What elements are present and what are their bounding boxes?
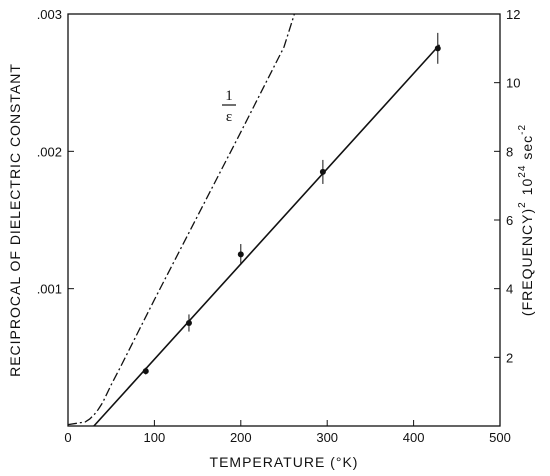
- data-point: [434, 45, 441, 52]
- y-right-tick-label: 10: [506, 76, 520, 91]
- y-right-tick-label: 6: [506, 213, 513, 228]
- x-tick-label: 100: [144, 430, 166, 445]
- x-tick-label: 300: [316, 430, 338, 445]
- y-right-tick-label: 4: [506, 282, 513, 297]
- svg-text:(FREQUENCY)21024sec-2: (FREQUENCY)2 1024 sec-2: [517, 124, 535, 316]
- x-tick-label: 500: [489, 430, 511, 445]
- y-right-title-sec-exp: -2: [517, 124, 528, 135]
- data-point: [185, 320, 192, 326]
- y-right-title-main: (FREQUENCY): [519, 208, 535, 316]
- y-right-tick-label: 8: [506, 144, 513, 159]
- y-left-tick-label: .003: [37, 7, 62, 22]
- y-right-title-unit-exp: 24: [517, 165, 528, 178]
- annotation-numerator: 1: [225, 88, 233, 104]
- frequency-squared-fit-line: [93, 44, 441, 427]
- y-right-tick-label: 12: [506, 7, 520, 22]
- data-point: [142, 368, 149, 375]
- y-right-title-sup: 2: [517, 201, 528, 208]
- plot-frame: [67, 13, 501, 427]
- curve-annotation: 1 ε: [222, 88, 236, 125]
- x-tick-label: 0: [64, 430, 71, 445]
- reciprocal-dielectric-curve: [67, 13, 296, 426]
- data-point: [319, 168, 326, 175]
- y-left-tick-label: .002: [37, 144, 62, 159]
- x-tick-label: 200: [230, 430, 252, 445]
- annotation-denominator: ε: [226, 109, 232, 125]
- y-left-axis-title: RECIPROCAL OF DIELECTRIC CONSTANT: [7, 63, 23, 377]
- data-point: [237, 251, 244, 258]
- x-tick-label: 400: [403, 430, 425, 445]
- y-right-axis-title: (FREQUENCY)2 1024 sec-2: [517, 124, 535, 316]
- y-right-tick-label: 2: [506, 350, 513, 365]
- y-left-tick-label: .001: [37, 282, 62, 297]
- y-right-title-unit: 10: [519, 178, 535, 196]
- y-right-title-sec: sec: [519, 135, 535, 160]
- x-axis-title: TEMPERATURE (°K): [210, 454, 359, 470]
